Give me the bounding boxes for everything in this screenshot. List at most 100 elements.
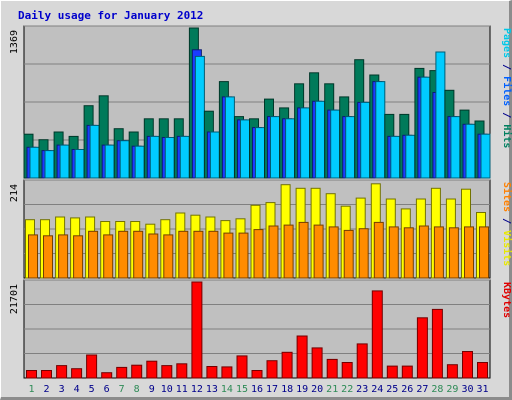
bar-pages-day-30 — [465, 123, 476, 179]
bar-pages-day-1 — [29, 146, 40, 179]
x-tick-label: 26 — [401, 384, 413, 395]
bar-kbytes-day-10 — [161, 365, 173, 379]
panel-top-ymax-label: 1369 — [9, 30, 20, 54]
side-label-part: Sites — [501, 182, 512, 212]
bar-pages-day-12 — [194, 55, 205, 179]
bar-sites-day-12 — [193, 230, 204, 279]
bar-sites-day-13 — [208, 230, 219, 279]
bar-kbytes-day-27 — [416, 317, 428, 379]
bar-pages-day-18 — [285, 118, 296, 179]
bar-sites-day-6 — [103, 234, 114, 279]
bar-sites-day-17 — [268, 225, 279, 279]
bar-sites-day-8 — [133, 230, 144, 279]
bar-sites-day-20 — [313, 224, 324, 279]
bar-pages-day-28 — [435, 51, 446, 179]
bar-pages-day-27 — [420, 76, 431, 179]
x-tick-label: 10 — [161, 384, 173, 395]
bar-kbytes-day-26 — [401, 365, 413, 379]
bar-sites-day-30 — [464, 226, 474, 279]
bar-sites-day-5 — [88, 230, 99, 279]
bar-pages-day-22 — [345, 116, 356, 179]
x-tick-label: 1 — [28, 384, 34, 395]
bar-pages-day-15 — [240, 119, 250, 179]
x-tick-label: 7 — [119, 384, 125, 395]
bar-pages-day-6 — [104, 144, 115, 179]
x-tick-label: 13 — [206, 384, 218, 395]
bar-kbytes-day-6 — [101, 372, 113, 379]
bar-pages-day-14 — [224, 96, 235, 179]
bar-sites-day-31 — [479, 226, 489, 279]
bar-kbytes-day-2 — [41, 370, 52, 379]
bar-pages-day-4 — [74, 149, 85, 179]
bar-kbytes-day-4 — [71, 368, 83, 379]
bar-sites-day-11 — [178, 230, 189, 279]
bar-kbytes-day-25 — [386, 365, 398, 379]
x-tick-label: 9 — [149, 384, 155, 395]
bar-kbytes-day-7 — [116, 366, 128, 379]
x-tick-label: 18 — [281, 384, 293, 395]
bar-kbytes-day-1 — [26, 370, 37, 379]
bar-kbytes-day-15 — [236, 355, 248, 379]
panel-middle-side-label: Sites / Visits — [501, 182, 512, 266]
bar-pages-day-29 — [450, 116, 461, 179]
bar-sites-day-18 — [283, 224, 294, 279]
bar-kbytes-day-17 — [266, 360, 278, 379]
bar-pages-day-10 — [164, 137, 175, 179]
x-tick-label: 3 — [59, 384, 65, 395]
bar-kbytes-day-8 — [131, 364, 143, 379]
x-tick-label: 29 — [446, 384, 458, 395]
bar-pages-day-17 — [270, 116, 280, 179]
bar-pages-day-21 — [330, 109, 341, 179]
x-tick-label: 17 — [266, 384, 278, 395]
bar-sites-day-26 — [403, 227, 414, 279]
bar-pages-day-31 — [480, 133, 491, 179]
side-label-part: Pages — [501, 28, 512, 58]
x-tick-label: 8 — [134, 384, 140, 395]
x-tick-label: 28 — [431, 384, 443, 395]
panel-bottom-ymax-label: 21701 — [9, 284, 20, 314]
bar-pages-day-11 — [179, 135, 190, 179]
bar-pages-day-13 — [209, 131, 220, 179]
bar-sites-day-10 — [163, 234, 174, 279]
chart-title: Daily usage for January 2012 — [18, 9, 203, 22]
side-label-part: / — [501, 212, 512, 230]
x-tick-label: 30 — [461, 384, 473, 395]
bar-sites-day-1 — [28, 234, 38, 279]
x-tick-label: 6 — [104, 384, 110, 395]
bar-kbytes-day-5 — [86, 354, 98, 379]
bar-sites-day-2 — [43, 235, 53, 279]
bar-pages-day-23 — [360, 101, 371, 179]
x-tick-label: 31 — [476, 384, 488, 395]
bar-sites-day-25 — [388, 226, 399, 279]
bar-sites-day-7 — [118, 230, 129, 279]
x-tick-label: 12 — [191, 384, 203, 395]
bar-pages-day-24 — [375, 81, 386, 179]
x-tick-label: 24 — [371, 384, 383, 395]
panel-middle-ymax-label: 214 — [9, 184, 20, 202]
bar-sites-day-16 — [253, 229, 264, 279]
bar-kbytes-day-21 — [326, 358, 338, 379]
bar-pages-day-25 — [390, 135, 401, 179]
bar-kbytes-day-12 — [191, 281, 203, 379]
bar-kbytes-day-11 — [176, 363, 188, 379]
panel-top-side-label: Pages / Files / Hits — [501, 28, 512, 148]
side-label-part: Visits — [501, 230, 512, 266]
x-tick-label: 15 — [236, 384, 248, 395]
x-tick-label: 25 — [386, 384, 398, 395]
x-tick-label: 20 — [311, 384, 323, 395]
bar-sites-day-15 — [238, 232, 249, 279]
bar-sites-day-3 — [58, 234, 69, 279]
side-label-part: Files — [501, 76, 512, 106]
bar-pages-day-16 — [255, 127, 265, 179]
bar-kbytes-day-19 — [296, 335, 308, 379]
x-tick-label: 21 — [326, 384, 338, 395]
side-label-part: / — [501, 106, 512, 124]
bar-kbytes-day-18 — [281, 351, 293, 379]
bar-pages-day-2 — [44, 150, 55, 179]
bar-kbytes-day-31 — [477, 362, 488, 379]
bar-pages-day-9 — [149, 135, 160, 179]
x-tick-label: 22 — [341, 384, 353, 395]
bar-kbytes-day-16 — [251, 370, 263, 379]
bar-kbytes-day-24 — [371, 290, 383, 379]
